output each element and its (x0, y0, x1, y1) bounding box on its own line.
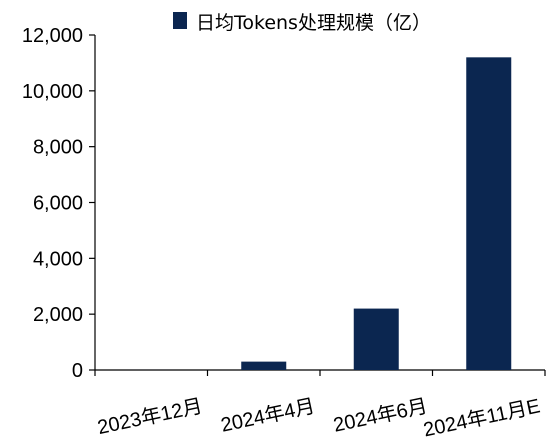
x-tick-label: 2024年6月 (331, 394, 429, 436)
legend-swatch (173, 12, 187, 29)
bars (128, 57, 512, 370)
x-tick-label: 2024年11月E (421, 394, 542, 441)
y-axis: 0 2,000 4,000 6,000 8,000 10,000 12,000 (22, 25, 96, 382)
bar (241, 361, 287, 370)
y-tick-label: 12,000 (22, 25, 83, 47)
y-tick-label: 8,000 (33, 137, 83, 159)
y-tick-label: 4,000 (33, 248, 83, 270)
y-tick-label: 0 (72, 360, 83, 382)
y-tick-label: 6,000 (33, 193, 83, 215)
bar (466, 57, 512, 370)
y-tick-label: 2,000 (33, 304, 83, 326)
legend-label: 日均Tokens处理规模（亿） (196, 12, 431, 34)
legend: 日均Tokens处理规模（亿） (173, 12, 431, 34)
bar (353, 308, 399, 370)
y-tick-label: 10,000 (22, 81, 83, 103)
x-tick-label: 2023年12月 (95, 394, 204, 439)
x-tick-label: 2024年4月 (219, 394, 317, 436)
